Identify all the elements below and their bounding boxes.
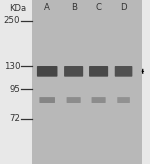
FancyBboxPatch shape bbox=[89, 66, 108, 77]
FancyBboxPatch shape bbox=[92, 97, 106, 103]
Text: 130: 130 bbox=[3, 62, 20, 71]
FancyBboxPatch shape bbox=[115, 66, 132, 77]
FancyBboxPatch shape bbox=[37, 66, 57, 77]
Text: A: A bbox=[44, 3, 50, 12]
Text: KDa: KDa bbox=[9, 4, 26, 13]
Text: B: B bbox=[71, 3, 77, 12]
Bar bbox=[32, 0, 142, 164]
FancyBboxPatch shape bbox=[117, 97, 130, 103]
Text: D: D bbox=[120, 3, 127, 12]
Text: 72: 72 bbox=[9, 114, 20, 123]
Text: 250: 250 bbox=[3, 16, 20, 25]
FancyBboxPatch shape bbox=[64, 66, 83, 77]
FancyBboxPatch shape bbox=[39, 97, 55, 103]
FancyBboxPatch shape bbox=[67, 97, 81, 103]
Text: C: C bbox=[96, 3, 102, 12]
Text: 95: 95 bbox=[9, 85, 20, 94]
